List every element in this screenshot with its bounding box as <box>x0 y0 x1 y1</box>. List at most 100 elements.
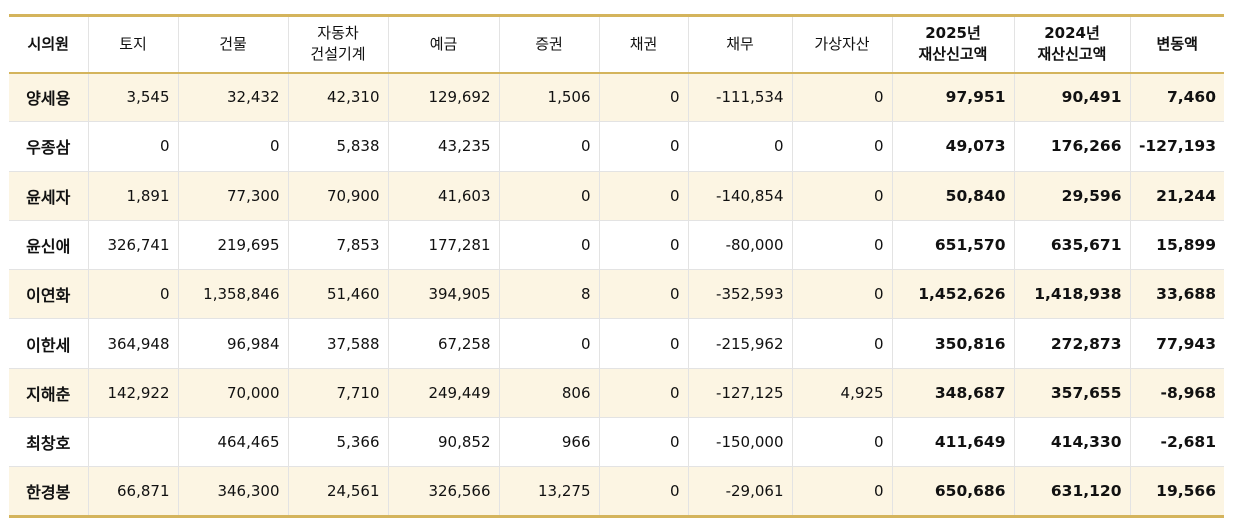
value-cell-vehicle: 7,710 <box>287 368 388 419</box>
table-body: 양세용 3,545 32,432 42,310 129,692 1,506 0 -111,53… <box>9 72 1224 518</box>
value-cell-deposit: 326,566 <box>387 466 499 518</box>
value-cell-change: -2,681 <box>1129 417 1224 468</box>
column-header-total-2024: 2024년 재산신고액 <box>1013 14 1130 74</box>
value-cell-change: -8,968 <box>1129 368 1224 419</box>
value-cell-crypto: 0 <box>791 269 892 320</box>
value-cell-debt: -111,534 <box>687 72 792 123</box>
value-cell-bonds: 0 <box>598 466 688 518</box>
value-cell-land: 1,891 <box>87 171 178 221</box>
value-cell-total-2024: 357,655 <box>1013 368 1130 419</box>
value-cell-securities: 0 <box>498 121 599 172</box>
column-header-total-2025: 2025년 재산신고액 <box>891 14 1014 74</box>
value-cell-building: 96,984 <box>177 318 288 369</box>
value-cell-total-2024: 90,491 <box>1013 72 1130 123</box>
column-header-crypto: 가상자산 <box>791 14 892 74</box>
value-cell-crypto: 0 <box>791 121 892 172</box>
value-cell-debt: 0 <box>687 121 792 172</box>
value-cell-securities: 13,275 <box>498 466 599 518</box>
value-cell-securities: 0 <box>498 171 599 221</box>
value-cell-land: 326,741 <box>87 220 178 271</box>
value-cell-vehicle: 51,460 <box>287 269 388 320</box>
value-cell-crypto: 0 <box>791 171 892 221</box>
value-cell-debt: -80,000 <box>687 220 792 271</box>
member-name-cell: 지해춘 <box>9 368 88 419</box>
value-cell-change: 21,244 <box>1129 171 1224 221</box>
value-cell-building: 70,000 <box>177 368 288 419</box>
value-cell-vehicle: 5,838 <box>287 121 388 172</box>
value-cell-bonds: 0 <box>598 269 688 320</box>
value-cell-debt: -215,962 <box>687 318 792 369</box>
value-cell-total-2025: 49,073 <box>891 121 1014 172</box>
value-cell-change: -127,193 <box>1129 121 1224 172</box>
value-cell-vehicle: 37,588 <box>287 318 388 369</box>
value-cell-debt: -352,593 <box>687 269 792 320</box>
value-cell-bonds: 0 <box>598 417 688 468</box>
value-cell-bonds: 0 <box>598 368 688 419</box>
value-cell-securities: 8 <box>498 269 599 320</box>
header-row: 시의원 토지 건물 자동차 건설기계 예금 증권 채권 채무 가상자산 2025년 재산신고액 2024… <box>9 14 1224 74</box>
value-cell-building: 464,465 <box>177 417 288 468</box>
value-cell-deposit: 67,258 <box>387 318 499 369</box>
value-cell-land: 0 <box>87 269 178 320</box>
value-cell-deposit: 394,905 <box>387 269 499 320</box>
value-cell-total-2025: 97,951 <box>891 72 1014 123</box>
value-cell-crypto: 0 <box>791 318 892 369</box>
column-header-building: 건물 <box>177 14 288 74</box>
value-cell-land: 0 <box>87 121 178 172</box>
value-cell-total-2024: 272,873 <box>1013 318 1130 369</box>
column-header-debt: 채무 <box>687 14 792 74</box>
value-cell-deposit: 90,852 <box>387 417 499 468</box>
value-cell-total-2025: 350,816 <box>891 318 1014 369</box>
value-cell-crypto: 4,925 <box>791 368 892 419</box>
table-row: 윤신애 326,741 219,695 7,853 177,281 0 0 -80,000 0 6… <box>9 220 1224 271</box>
table-row: 지해춘 142,922 70,000 7,710 249,449 806 0 -127,125… <box>9 368 1224 419</box>
value-cell-deposit: 129,692 <box>387 72 499 123</box>
value-cell-land: 3,545 <box>87 72 178 123</box>
value-cell-total-2024: 414,330 <box>1013 417 1130 468</box>
table-row: 최창호 464,465 5,366 90,852 966 0 -150,000 0 411,64… <box>9 417 1224 468</box>
value-cell-change: 15,899 <box>1129 220 1224 271</box>
column-header-securities: 증권 <box>498 14 599 74</box>
value-cell-crypto: 0 <box>791 220 892 271</box>
column-header-member: 시의원 <box>9 14 88 74</box>
value-cell-land <box>87 417 178 468</box>
member-name-cell: 윤세자 <box>9 171 88 221</box>
value-cell-bonds: 0 <box>598 121 688 172</box>
member-name-cell: 양세용 <box>9 72 88 123</box>
value-cell-total-2024: 635,671 <box>1013 220 1130 271</box>
column-header-deposit: 예금 <box>387 14 499 74</box>
value-cell-total-2025: 650,686 <box>891 466 1014 518</box>
value-cell-total-2025: 651,570 <box>891 220 1014 271</box>
value-cell-change: 77,943 <box>1129 318 1224 369</box>
value-cell-total-2025: 411,649 <box>891 417 1014 468</box>
value-cell-bonds: 0 <box>598 318 688 369</box>
asset-declaration-table: 시의원 토지 건물 자동차 건설기계 예금 증권 채권 채무 가상자산 2025년 재산신고액 2024… <box>9 14 1224 518</box>
table-row: 한경봉 66,871 346,300 24,561 326,566 13,275 0 -29,… <box>9 466 1224 518</box>
column-header-vehicle: 자동차 건설기계 <box>287 14 388 74</box>
table-row: 이연화 0 1,358,846 51,460 394,905 8 0 -352,593 0 1,4… <box>9 269 1224 320</box>
value-cell-bonds: 0 <box>598 72 688 123</box>
value-cell-debt: -127,125 <box>687 368 792 419</box>
value-cell-crypto: 0 <box>791 417 892 468</box>
value-cell-total-2024: 29,596 <box>1013 171 1130 221</box>
value-cell-crypto: 0 <box>791 466 892 518</box>
column-header-bonds: 채권 <box>598 14 688 74</box>
value-cell-securities: 0 <box>498 220 599 271</box>
value-cell-total-2025: 348,687 <box>891 368 1014 419</box>
value-cell-change: 19,566 <box>1129 466 1224 518</box>
value-cell-vehicle: 7,853 <box>287 220 388 271</box>
column-header-land: 토지 <box>87 14 178 74</box>
value-cell-total-2025: 50,840 <box>891 171 1014 221</box>
value-cell-crypto: 0 <box>791 72 892 123</box>
asset-table-container: 시의원 토지 건물 자동차 건설기계 예금 증권 채권 채무 가상자산 2025년 재산신고액 2024… <box>9 14 1224 518</box>
member-name-cell: 윤신애 <box>9 220 88 271</box>
table-row: 우종삼 0 0 5,838 43,235 0 0 0 0 49,073 176,266 -127,19… <box>9 121 1224 172</box>
value-cell-deposit: 249,449 <box>387 368 499 419</box>
table-row: 윤세자 1,891 77,300 70,900 41,603 0 0 -140,854 0 50,… <box>9 171 1224 221</box>
value-cell-vehicle: 70,900 <box>287 171 388 221</box>
value-cell-vehicle: 42,310 <box>287 72 388 123</box>
member-name-cell: 최창호 <box>9 417 88 468</box>
value-cell-total-2024: 631,120 <box>1013 466 1130 518</box>
value-cell-building: 346,300 <box>177 466 288 518</box>
value-cell-building: 1,358,846 <box>177 269 288 320</box>
